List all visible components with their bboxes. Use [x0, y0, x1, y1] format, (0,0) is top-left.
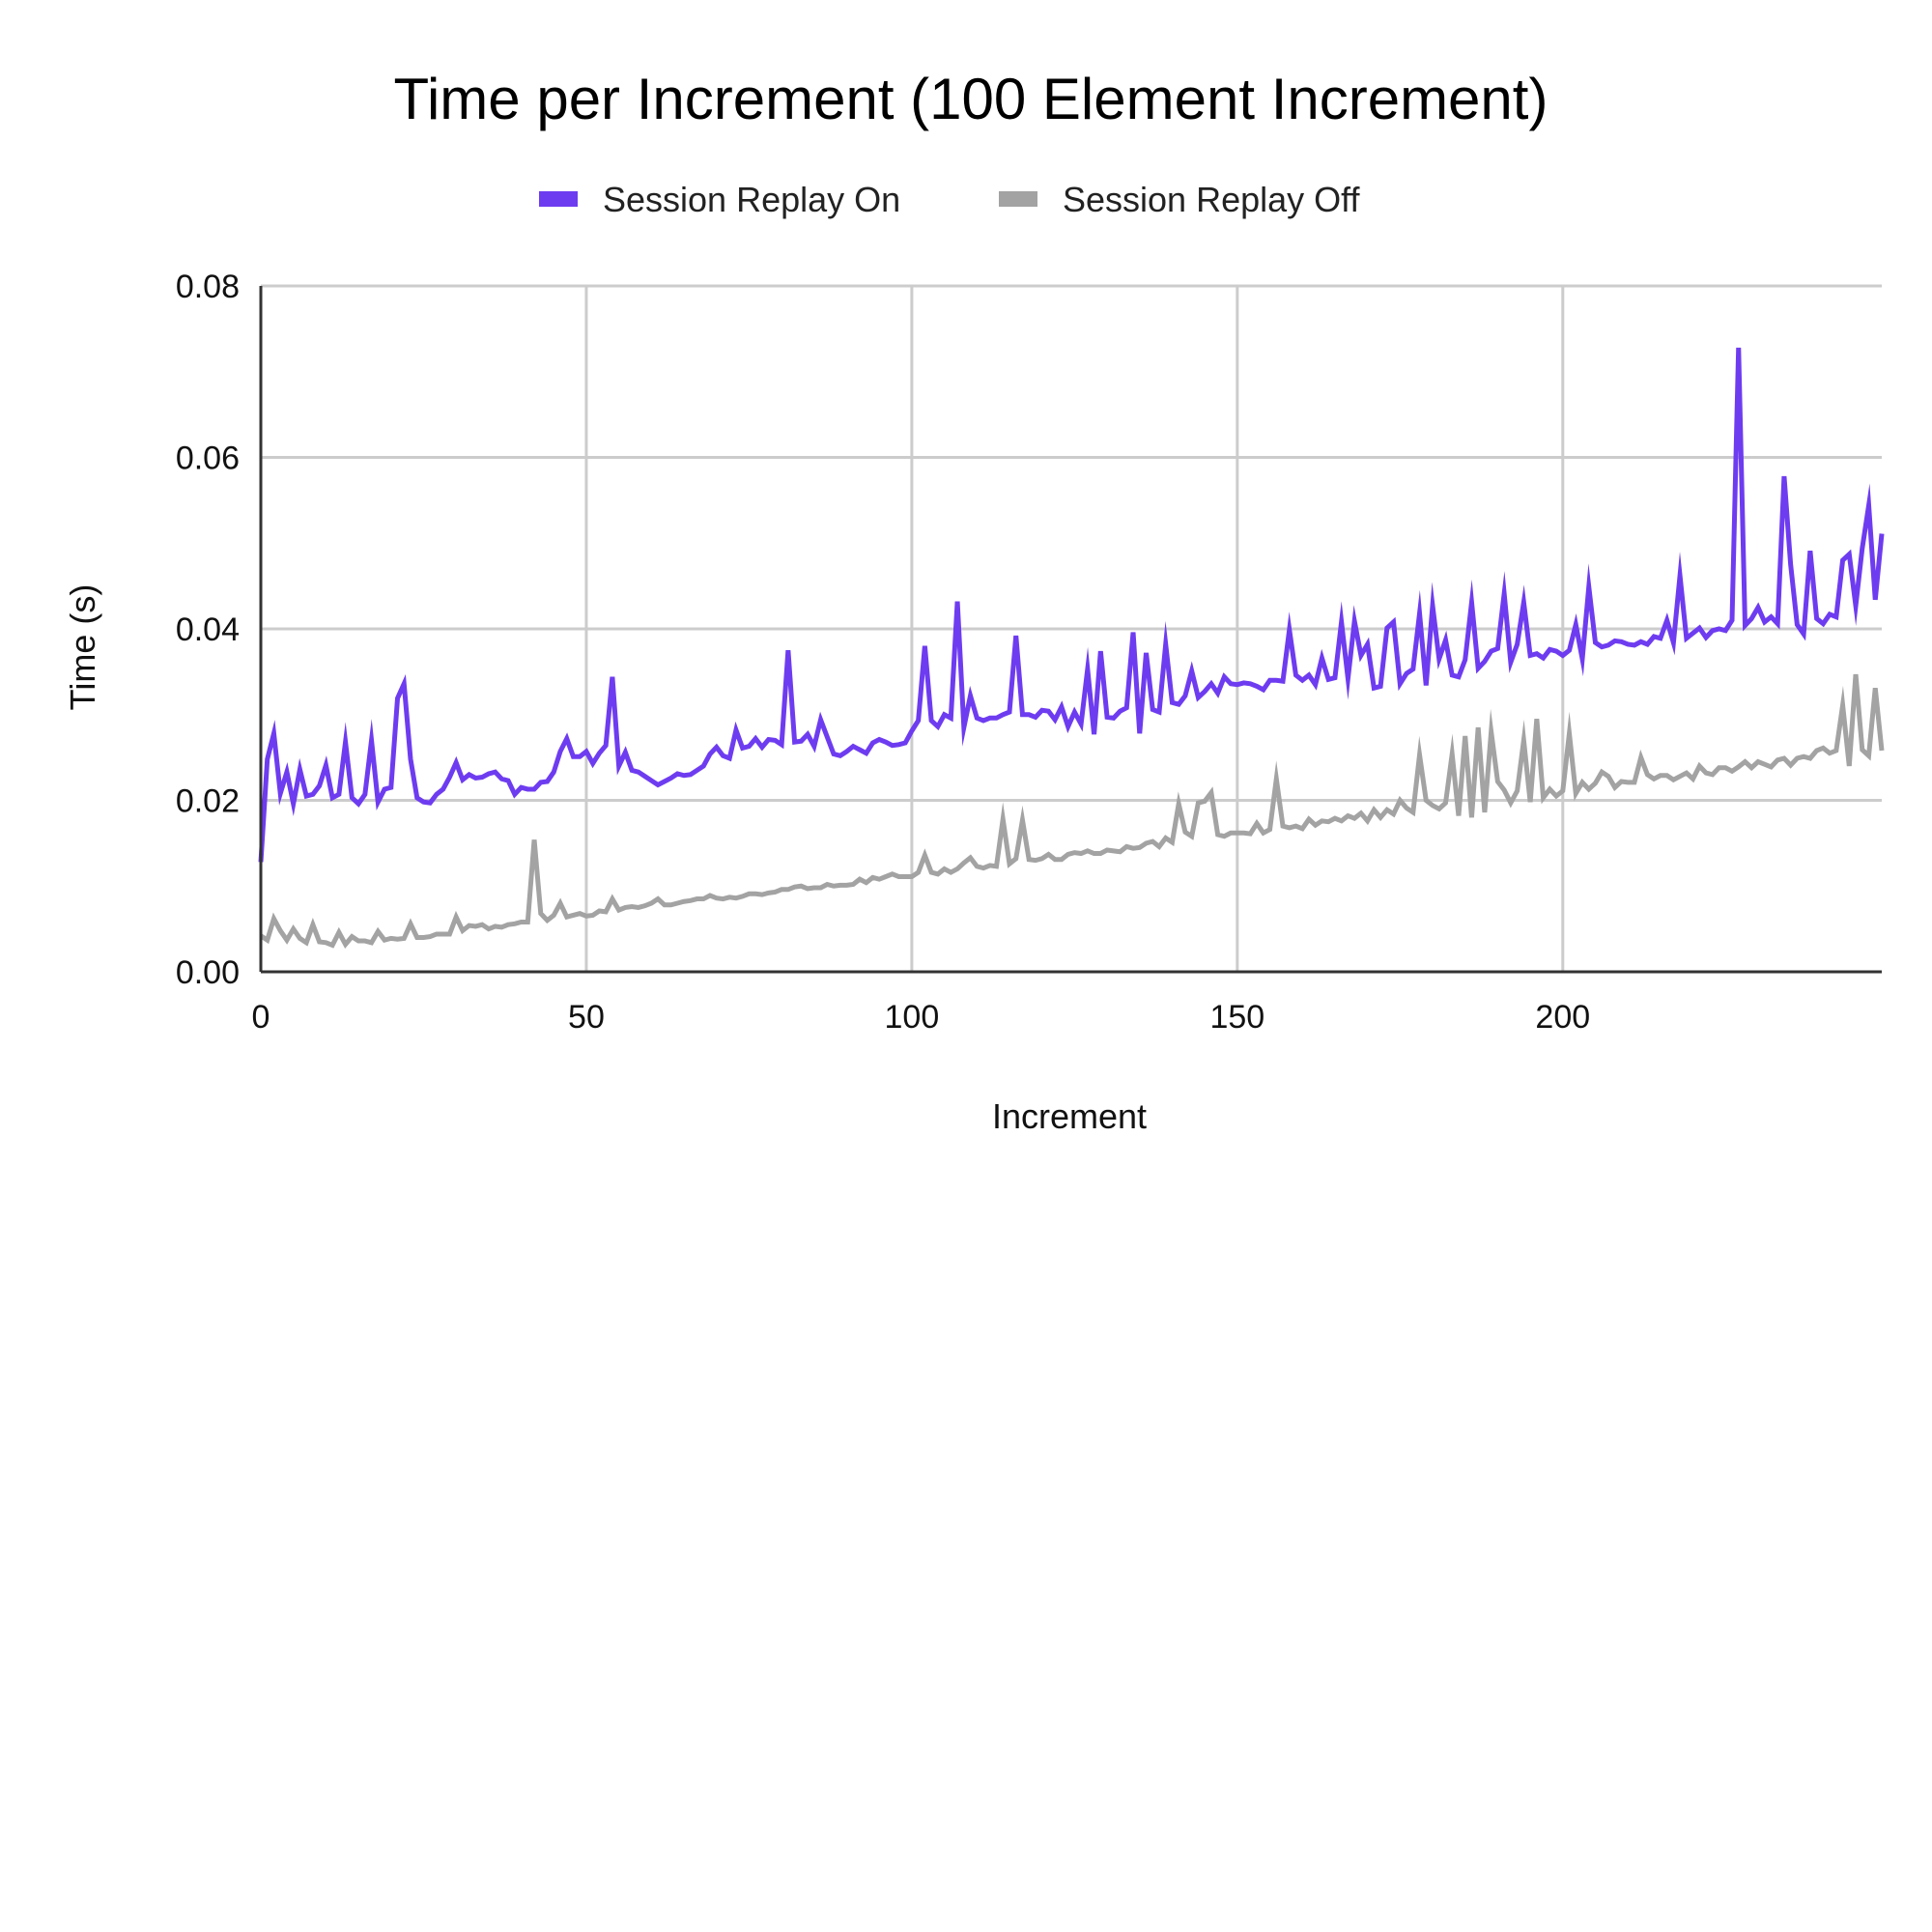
legend-label-session-replay-off: Session Replay Off [1063, 180, 1360, 219]
y-tick-label: 0.00 [176, 954, 240, 991]
tick-labels: 0.00 0.02 0.04 0.06 0.08 0 50 100 150 200 [176, 269, 1590, 1036]
x-tick-label: 150 [1209, 999, 1264, 1036]
x-tick-label: 0 [252, 999, 270, 1036]
legend-swatch-session-replay-off [999, 191, 1037, 207]
x-tick-label: 200 [1535, 999, 1590, 1036]
axes [259, 286, 1882, 974]
y-tick-label: 0.08 [176, 269, 240, 305]
y-axis-label: Time (s) [63, 584, 102, 711]
legend-label-session-replay-on: Session Replay On [603, 180, 900, 219]
series-layer [258, 347, 1885, 950]
legend-swatch-session-replay-on [539, 191, 578, 207]
x-axis-label: Increment [992, 1096, 1147, 1136]
chart-title: Time per Increment (100 Element Incremen… [394, 67, 1548, 131]
y-tick-label: 0.04 [176, 611, 240, 648]
legend: Session Replay On Session Replay Off [539, 180, 1360, 219]
y-tick-label: 0.02 [176, 783, 240, 820]
y-tick-label: 0.06 [176, 440, 240, 477]
x-tick-label: 100 [885, 999, 940, 1036]
series-line-session-replay-off [259, 673, 1885, 950]
x-tick-label: 50 [568, 999, 605, 1036]
grid [261, 284, 1882, 972]
series-line-session-replay-on [258, 347, 1885, 863]
